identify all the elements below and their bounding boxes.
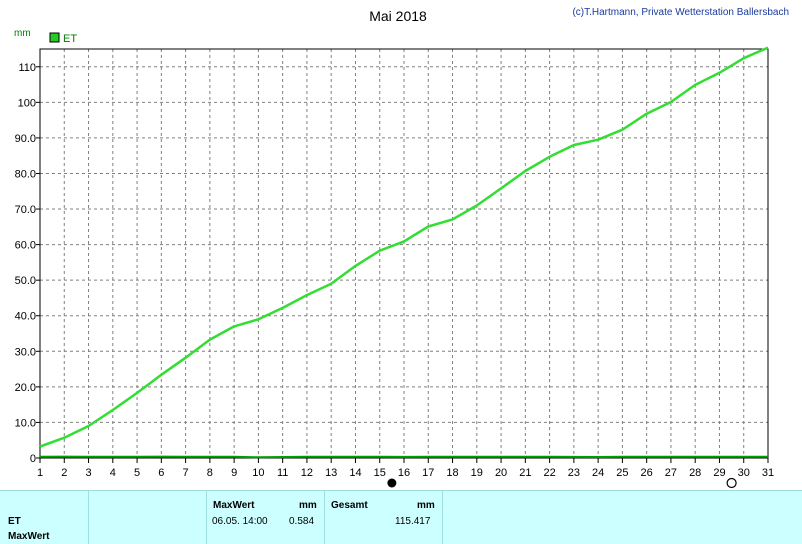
x-tick-label: 2 <box>61 467 67 479</box>
y-tick-label: 0 <box>30 453 36 465</box>
y-tick-label: 30.0 <box>15 346 36 358</box>
gesamt-value: 115.417 <box>395 516 431 527</box>
y-tick-label: 70.0 <box>15 204 36 216</box>
y-tick-label: 10.0 <box>15 417 36 429</box>
x-tick-label: 20 <box>495 467 507 479</box>
x-tick-label: 4 <box>110 467 116 479</box>
summary-panel: ET MaxWert MaxWert mm 06.05. 14:00 0.584… <box>0 490 802 544</box>
panel-cell-maxwert <box>206 491 324 544</box>
credit-text: (c)T.Hartmann, Private Wetterstation Bal… <box>572 7 789 18</box>
x-tick-label: 6 <box>158 467 164 479</box>
y-tick-label: 80.0 <box>15 168 36 180</box>
x-tick-label: 25 <box>616 467 628 479</box>
x-tick-label: 30 <box>738 467 750 479</box>
maxwert-unit: mm <box>299 500 317 511</box>
x-tick-label: 3 <box>85 467 91 479</box>
x-tick-label: 26 <box>641 467 653 479</box>
x-tick-label: 16 <box>398 467 410 479</box>
gesamt-unit: mm <box>417 500 435 511</box>
y-tick-label: 90.0 <box>15 133 36 145</box>
row-label-maxwert: MaxWert <box>8 531 50 542</box>
legend-label-et: ET <box>63 33 77 45</box>
x-tick-label: 22 <box>543 467 555 479</box>
x-tick-label: 14 <box>349 467 361 479</box>
x-tick-label: 31 <box>762 467 774 479</box>
x-tick-label: 12 <box>301 467 313 479</box>
chart-title: Mai 2018 <box>369 8 427 24</box>
gesamt-header: Gesamt <box>331 500 368 511</box>
panel-cell-gesamt <box>324 491 442 544</box>
y-tick-label: 40.0 <box>15 311 36 323</box>
full-moon-icon <box>387 478 397 488</box>
x-tick-label: 19 <box>471 467 483 479</box>
y-axis-unit: mm <box>14 28 31 39</box>
new-moon-icon <box>726 477 737 489</box>
maxwert-datetime: 06.05. 14:00 <box>212 516 268 527</box>
x-tick-label: 13 <box>325 467 337 479</box>
panel-cell-empty <box>442 491 802 544</box>
x-tick-label: 10 <box>252 467 264 479</box>
x-tick-label: 24 <box>592 467 604 479</box>
x-tick-label: 27 <box>665 467 677 479</box>
x-tick-label: 15 <box>374 467 386 479</box>
maxwert-header: MaxWert <box>213 500 255 511</box>
x-tick-label: 8 <box>207 467 213 479</box>
y-tick-label: 50.0 <box>15 275 36 287</box>
y-tick-label: 100 <box>18 97 36 109</box>
x-tick-label: 21 <box>519 467 531 479</box>
y-tick-label: 60.0 <box>15 240 36 252</box>
legend-swatch-et <box>49 32 60 43</box>
x-tick-label: 9 <box>231 467 237 479</box>
x-tick-label: 18 <box>446 467 458 479</box>
row-label-et: ET <box>8 516 21 527</box>
x-tick-label: 1 <box>37 467 43 479</box>
maxwert-value: 0.584 <box>289 516 315 527</box>
x-tick-label: 28 <box>689 467 701 479</box>
x-tick-label: 29 <box>713 467 725 479</box>
x-tick-label: 11 <box>277 467 288 479</box>
panel-cell-blank <box>88 491 206 544</box>
y-tick-label: 20.0 <box>15 382 36 394</box>
y-tick-label: 110 <box>18 62 36 74</box>
x-tick-label: 7 <box>183 467 189 479</box>
x-tick-label: 23 <box>568 467 580 479</box>
series-line-hourly <box>39 455 768 459</box>
x-tick-label: 17 <box>422 467 434 479</box>
series-line-et <box>39 46 769 448</box>
x-tick-label: 5 <box>134 467 140 479</box>
chart: Mai 2018 (c)T.Hartmann, Private Wetterst… <box>14 7 789 489</box>
